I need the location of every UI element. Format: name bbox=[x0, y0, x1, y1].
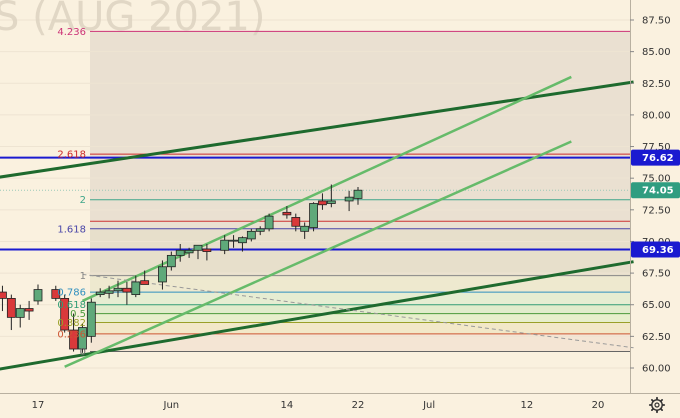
candle-body bbox=[166, 254, 176, 268]
candle-body bbox=[202, 248, 212, 252]
candle-body bbox=[300, 225, 310, 232]
price-tick-label: 67.50 bbox=[642, 269, 671, 280]
candle-body bbox=[309, 203, 318, 228]
candle-body bbox=[6, 297, 16, 318]
time-tick-label: Jun bbox=[163, 400, 180, 411]
time-tick-label: 22 bbox=[352, 400, 365, 411]
candle-body bbox=[60, 297, 70, 331]
fib-zone-band bbox=[90, 313, 630, 323]
price-tick-label: 75.00 bbox=[642, 174, 671, 185]
candle-body bbox=[229, 239, 238, 242]
time-tick-label: 17 bbox=[32, 400, 45, 411]
candle-body bbox=[318, 200, 327, 206]
candle-body bbox=[131, 281, 141, 296]
candle-body bbox=[246, 230, 256, 240]
candle-body bbox=[51, 289, 61, 299]
fib-level-label: 1.618 bbox=[57, 224, 86, 235]
price-tick-label: 82.50 bbox=[642, 79, 671, 90]
candle-body bbox=[15, 308, 25, 318]
fib-level-label: 4.236 bbox=[57, 27, 86, 38]
price-tick-label: 60.00 bbox=[642, 364, 671, 375]
candle-body bbox=[175, 249, 185, 256]
fib-level-label: 0 bbox=[80, 347, 86, 358]
price-tick-label: 62.50 bbox=[642, 332, 671, 343]
price-badge bbox=[631, 149, 680, 166]
candle-body bbox=[0, 291, 7, 299]
candle-body bbox=[353, 189, 363, 199]
price-badge-label: 74.05 bbox=[642, 186, 674, 197]
candle-body bbox=[282, 211, 292, 216]
candle-body bbox=[193, 244, 203, 251]
lower-outer-channel-line bbox=[0, 260, 634, 371]
fib-level-label: 2.618 bbox=[57, 150, 86, 161]
time-axis: 17 Jun 14 22 Jul 12 20 bbox=[32, 400, 605, 411]
candle-body bbox=[86, 301, 96, 337]
price-badge-label: 69.36 bbox=[642, 245, 674, 256]
candle-body bbox=[113, 287, 123, 292]
dashed-projection-line bbox=[82, 273, 634, 349]
price-badges: 76.62 69.36 74.05 bbox=[631, 149, 680, 258]
candle-body bbox=[344, 196, 354, 202]
horizontal-levels bbox=[0, 30, 630, 353]
candle-body bbox=[255, 228, 265, 232]
candle-body bbox=[326, 200, 336, 204]
fib-level-label: 0.236 bbox=[57, 329, 86, 340]
fib-level-label: 0.382 bbox=[57, 318, 86, 329]
price-badge bbox=[631, 241, 680, 258]
price-tick-label: 85.00 bbox=[642, 47, 671, 58]
fib-zone-band bbox=[90, 221, 630, 229]
candles bbox=[0, 184, 363, 353]
fib-level-label: 0.786 bbox=[57, 288, 86, 299]
fib-zone-band bbox=[90, 292, 630, 305]
fib-level-label: 2 bbox=[80, 195, 86, 206]
trend-lines bbox=[0, 75, 634, 371]
time-tick-label: Jul bbox=[422, 400, 435, 411]
candle-body bbox=[238, 237, 247, 244]
candle-body bbox=[220, 239, 230, 251]
candle-body bbox=[122, 287, 132, 293]
fib-zone-band bbox=[90, 275, 630, 293]
candle-body bbox=[264, 215, 274, 230]
fib-level-label: 0.5 bbox=[70, 309, 86, 320]
watermark: S (AUG 2021) bbox=[0, 0, 265, 40]
price-tick-label: 77.50 bbox=[642, 142, 671, 153]
price-badge bbox=[631, 182, 680, 199]
candle-body bbox=[140, 280, 150, 285]
candle-body bbox=[95, 291, 105, 296]
upper-inner-channel-line bbox=[81, 75, 572, 303]
candle-body bbox=[33, 289, 43, 302]
fib-zone-band bbox=[90, 31, 630, 155]
fib-level-label: 1 bbox=[80, 271, 86, 282]
price-tick-label: 65.00 bbox=[642, 300, 671, 311]
lower-inner-channel-line bbox=[64, 140, 572, 368]
candle-body bbox=[69, 329, 78, 350]
candle-body bbox=[24, 308, 34, 312]
time-tick-label: 20 bbox=[592, 400, 605, 411]
candle-body bbox=[158, 266, 167, 283]
gear-icon[interactable] bbox=[648, 396, 666, 414]
fib-zone-band bbox=[90, 333, 630, 352]
fib-zone-band bbox=[90, 199, 630, 222]
price-tick-label: 80.00 bbox=[642, 110, 671, 121]
candle-body bbox=[184, 249, 194, 254]
candle-body bbox=[78, 327, 87, 350]
candle-body bbox=[104, 290, 114, 294]
candle-body bbox=[291, 217, 301, 227]
fib-level-label: 0.618 bbox=[57, 300, 86, 311]
fibonacci-labels: 4.236 2.618 2 1.618 1 0.7860.6180.50.3820.236… bbox=[57, 27, 86, 358]
fib-zone-band bbox=[90, 322, 630, 334]
price-tick-label: 72.50 bbox=[642, 205, 671, 216]
price-tick-label: 87.50 bbox=[642, 16, 671, 27]
time-tick-label: 14 bbox=[281, 400, 294, 411]
time-tick-label: 12 bbox=[521, 400, 534, 411]
price-badge-label: 76.62 bbox=[642, 153, 674, 164]
